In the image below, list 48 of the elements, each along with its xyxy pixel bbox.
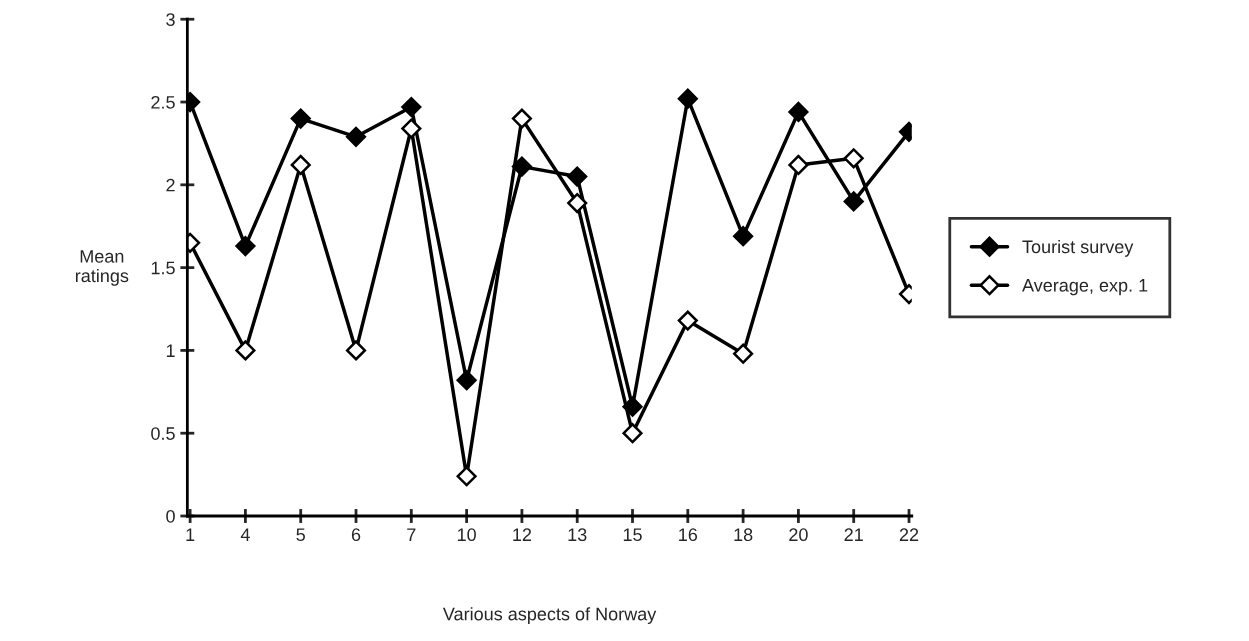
- x-tick-label: 15: [623, 528, 642, 542]
- point: [788, 154, 809, 176]
- y-tick-label: 1: [166, 344, 175, 357]
- y-tick-label: 0: [166, 509, 175, 523]
- legend-label: Tourist survey: [1022, 239, 1134, 257]
- point: [401, 96, 422, 118]
- y-axis-title: Mean ratings: [75, 250, 129, 286]
- point: [290, 154, 311, 176]
- point: [235, 340, 256, 361]
- point: [345, 126, 367, 147]
- x-tick-label: 1: [186, 528, 195, 541]
- x-tick-label: 4: [240, 528, 250, 541]
- legend-label: Average, exp. 1: [1022, 279, 1148, 296]
- x-tick-label: 22: [899, 528, 919, 541]
- point: [843, 148, 864, 169]
- point: [733, 226, 754, 247]
- point: [843, 191, 864, 212]
- point: [511, 108, 532, 129]
- y-tick-label: 3: [166, 13, 175, 26]
- point: [456, 466, 477, 487]
- y-tick-label: 0.5: [151, 427, 175, 440]
- point: [511, 156, 532, 177]
- x-tick-label: 6: [351, 528, 361, 542]
- x-tick-label: 21: [844, 528, 863, 541]
- x-tick-label: 12: [513, 528, 532, 541]
- y-tick-label: 1.5: [151, 261, 175, 275]
- x-tick-label: 10: [457, 528, 476, 542]
- y-tick-label: 2: [166, 178, 175, 192]
- point: [733, 343, 754, 364]
- x-tick-label: 16: [679, 528, 698, 542]
- x-tick-label: 13: [568, 528, 587, 542]
- point: [788, 101, 809, 123]
- point: [677, 310, 698, 331]
- x-tick-label: 7: [407, 528, 416, 541]
- x-tick-label: 18: [734, 528, 753, 542]
- point: [290, 108, 311, 129]
- point: [567, 166, 588, 187]
- point: [677, 88, 698, 109]
- point: [401, 118, 422, 139]
- point: [456, 370, 477, 391]
- x-tick-label: 5: [296, 528, 305, 542]
- point: [235, 236, 256, 257]
- x-axis-title: Various aspects of Norway: [442, 607, 657, 624]
- x-tick-label: 20: [789, 528, 808, 542]
- y-tick-label: 2.5: [151, 95, 175, 109]
- point: [567, 192, 588, 214]
- point: [622, 423, 643, 444]
- point: [345, 340, 367, 361]
